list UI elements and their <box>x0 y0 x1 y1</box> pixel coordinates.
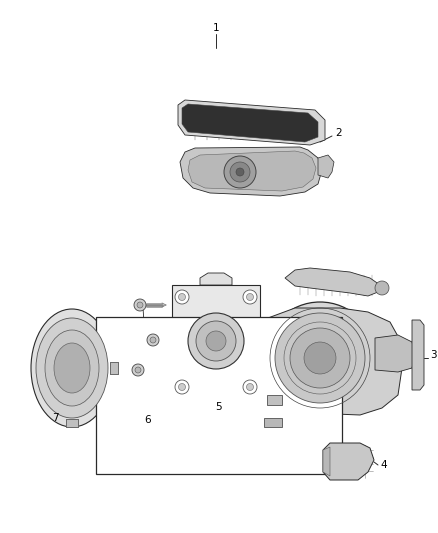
Polygon shape <box>182 104 318 142</box>
Ellipse shape <box>31 309 113 427</box>
Text: 3: 3 <box>430 350 437 360</box>
Polygon shape <box>110 362 118 374</box>
Bar <box>172 285 260 397</box>
Circle shape <box>175 380 189 394</box>
Polygon shape <box>188 151 316 191</box>
Ellipse shape <box>45 330 99 406</box>
Circle shape <box>224 156 256 188</box>
Text: 1: 1 <box>213 23 219 33</box>
Circle shape <box>147 334 159 346</box>
Text: 2: 2 <box>335 128 342 138</box>
Circle shape <box>137 302 143 308</box>
Circle shape <box>247 384 254 391</box>
Polygon shape <box>375 335 415 372</box>
Circle shape <box>290 328 350 388</box>
Polygon shape <box>318 155 334 178</box>
Ellipse shape <box>36 318 108 418</box>
Text: 4: 4 <box>380 460 387 470</box>
Text: 7: 7 <box>52 413 58 423</box>
Circle shape <box>304 342 336 374</box>
Text: 5: 5 <box>215 402 221 412</box>
Circle shape <box>206 331 226 351</box>
Bar <box>96 317 342 474</box>
Polygon shape <box>323 443 374 480</box>
Circle shape <box>236 168 244 176</box>
Circle shape <box>150 337 156 343</box>
Polygon shape <box>323 447 330 476</box>
Polygon shape <box>178 100 325 145</box>
Polygon shape <box>66 419 78 427</box>
Text: 6: 6 <box>145 415 151 425</box>
Circle shape <box>179 384 186 391</box>
Circle shape <box>132 364 144 376</box>
Circle shape <box>264 302 376 414</box>
Polygon shape <box>412 320 424 390</box>
Circle shape <box>243 380 257 394</box>
Circle shape <box>134 299 146 311</box>
Circle shape <box>188 313 244 369</box>
Polygon shape <box>200 273 232 285</box>
Polygon shape <box>180 147 322 196</box>
Circle shape <box>247 294 254 301</box>
Polygon shape <box>110 362 118 374</box>
Bar <box>264 418 282 427</box>
Polygon shape <box>66 419 78 427</box>
Polygon shape <box>258 308 402 415</box>
Circle shape <box>135 367 141 373</box>
Ellipse shape <box>54 343 90 393</box>
Polygon shape <box>285 268 380 296</box>
Bar <box>267 395 282 405</box>
Circle shape <box>175 290 189 304</box>
Circle shape <box>243 290 257 304</box>
Circle shape <box>179 294 186 301</box>
Circle shape <box>196 321 236 361</box>
Circle shape <box>230 162 250 182</box>
Circle shape <box>375 281 389 295</box>
Circle shape <box>275 313 365 403</box>
